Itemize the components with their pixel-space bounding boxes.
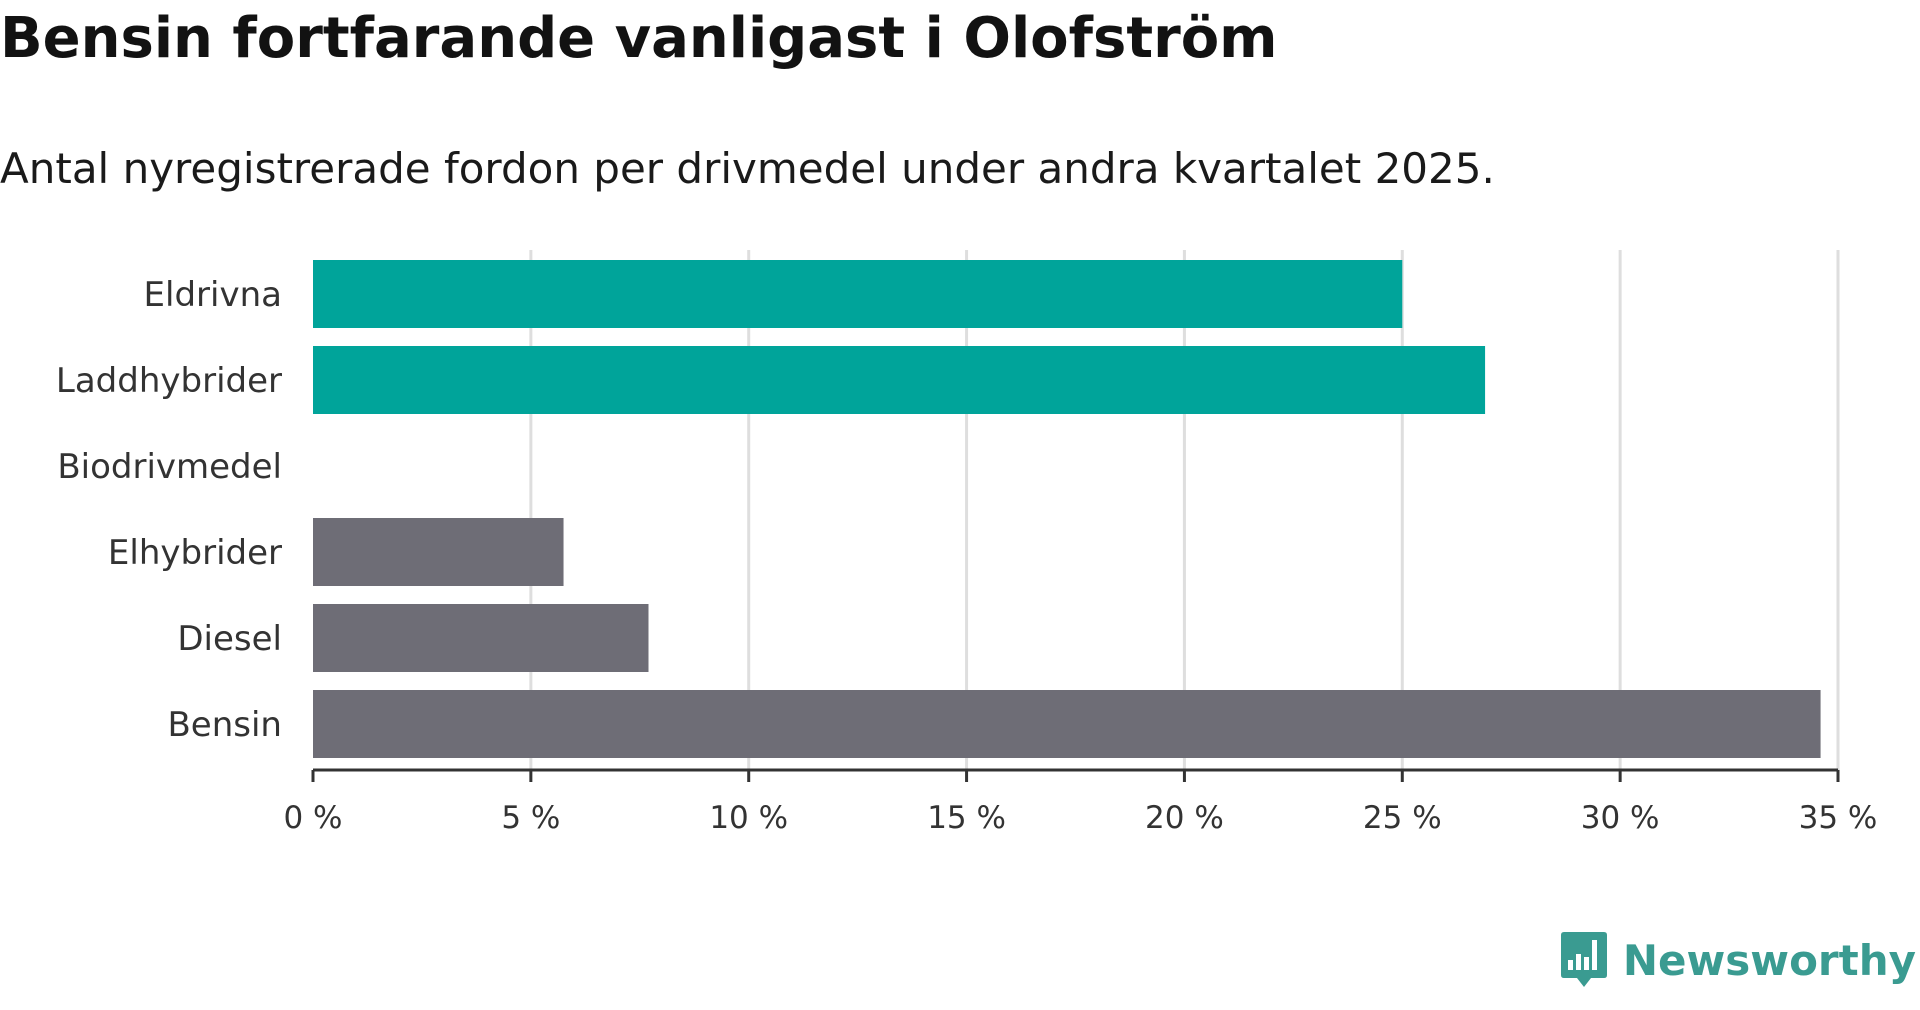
bar-eldrivna xyxy=(313,260,1403,328)
category-label: Diesel xyxy=(177,619,282,659)
newsworthy-logo: Newsworthy xyxy=(1559,930,1916,990)
x-tick-label: 35 % xyxy=(1799,800,1878,836)
bar-chart-speech-bubble-icon xyxy=(1560,932,1607,987)
category-label: Biodrivmedel xyxy=(57,447,282,487)
category-label: Elhybrider xyxy=(108,533,282,573)
bar-laddhybrider xyxy=(313,346,1486,414)
x-tick-label: 10 % xyxy=(709,800,788,836)
x-tick-label: 30 % xyxy=(1581,800,1660,836)
chart-title: Bensin fortfarande vanligast i Olofström xyxy=(0,6,1278,71)
gridlines xyxy=(529,250,1840,770)
x-tick-label: 0 % xyxy=(283,800,342,836)
x-tick-label: 20 % xyxy=(1145,800,1224,836)
bar-chart: 0 % 5 % 10 % 15 % 20 % 25 % 30 % 35 % Eldrivna L… xyxy=(56,250,1878,836)
chart-subtitle: Antal nyregistrerade fordon per drivmede… xyxy=(0,144,1495,193)
bar-bensin xyxy=(313,690,1821,758)
category-label: Eldrivna xyxy=(144,275,282,315)
x-tick-label: 25 % xyxy=(1363,800,1442,836)
bars xyxy=(313,260,1821,758)
category-labels: Eldrivna Laddhybrider Biodrivmedel Elhybrid… xyxy=(56,275,282,745)
x-tick-label: 5 % xyxy=(501,800,560,836)
bar-diesel xyxy=(313,604,649,672)
x-tick-label: 15 % xyxy=(927,800,1006,836)
brand-name: Newsworthy xyxy=(1622,935,1916,985)
bar-elhybrider xyxy=(313,518,564,586)
x-axis: 0 % 5 % 10 % 15 % 20 % 25 % 30 % 35 % xyxy=(283,768,1878,836)
category-label: Bensin xyxy=(167,705,282,745)
category-label: Laddhybrider xyxy=(56,361,282,401)
